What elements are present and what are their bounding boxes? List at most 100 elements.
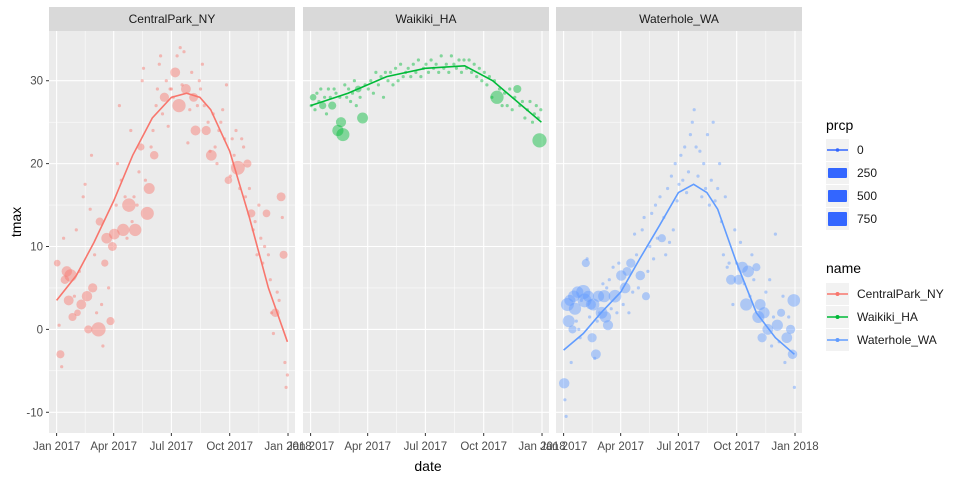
data-point-waikiki-ha <box>332 87 336 91</box>
data-point-waikiki-ha <box>539 108 543 112</box>
data-point-waikiki-ha <box>487 75 491 79</box>
data-point-centralpark-ny <box>76 299 87 310</box>
color-legend-label: Waterhole_WA <box>857 333 937 347</box>
x-tick-label: Oct 2017 <box>460 441 507 453</box>
data-point-waikiki-ha <box>452 62 456 66</box>
data-point-waterhole-wa <box>738 240 743 244</box>
data-point-waterhole-wa <box>587 298 600 311</box>
data-point-waterhole-wa <box>650 211 654 215</box>
data-point-waterhole-wa <box>726 274 736 285</box>
data-point-centralpark-ny <box>243 159 252 168</box>
data-point-waikiki-ha <box>429 58 433 62</box>
data-point-waterhole-wa <box>598 290 611 303</box>
data-point-waterhole-wa <box>685 191 689 195</box>
data-point-waikiki-ha <box>523 116 527 120</box>
data-point-waterhole-wa <box>681 178 685 182</box>
x-tick-label: Apr 2017 <box>344 441 391 453</box>
data-point-centralpark-ny <box>155 87 159 91</box>
data-point-waterhole-wa <box>725 265 729 269</box>
x-tick-label: Jul 2017 <box>657 441 700 453</box>
data-point-centralpark-ny <box>190 70 194 74</box>
data-point-centralpark-ny <box>160 112 165 116</box>
data-point-centralpark-ny <box>122 198 136 212</box>
color-legend-label: CentralPark_NY <box>857 287 944 301</box>
data-point-centralpark-ny <box>159 92 170 102</box>
data-point-waikiki-ha <box>467 58 471 62</box>
legend-key-point-waterhole-wa <box>835 338 840 342</box>
data-point-centralpark-ny <box>230 160 245 175</box>
data-point-waterhole-wa <box>664 253 668 257</box>
data-point-centralpark-ny <box>283 360 287 365</box>
data-point-centralpark-ny <box>269 311 274 315</box>
data-point-centralpark-ny <box>149 145 153 149</box>
data-point-waterhole-wa <box>571 286 584 298</box>
data-point-waterhole-wa <box>599 311 612 323</box>
data-point-waterhole-wa <box>709 178 713 182</box>
data-point-centralpark-ny <box>53 259 61 267</box>
data-point-waterhole-wa <box>642 215 646 220</box>
data-point-centralpark-ny <box>141 66 146 70</box>
data-point-waikiki-ha <box>324 112 329 116</box>
data-point-centralpark-ny <box>279 250 288 259</box>
data-point-waikiki-ha <box>358 95 362 99</box>
data-point-waterhole-wa <box>742 265 754 278</box>
data-point-waterhole-wa <box>771 315 776 319</box>
data-point-waterhole-wa <box>588 315 592 319</box>
legend-key-fill <box>828 190 847 202</box>
data-point-waikiki-ha <box>416 58 420 62</box>
data-point-centralpark-ny <box>154 104 158 108</box>
y-tick-label: 30 <box>30 76 43 88</box>
data-point-waikiki-ha <box>336 128 350 142</box>
data-point-waikiki-ha <box>480 79 484 83</box>
data-point-centralpark-ny <box>130 220 134 224</box>
data-point-centralpark-ny <box>57 323 61 327</box>
data-point-waterhole-wa <box>764 290 768 294</box>
data-point-waterhole-wa <box>657 234 666 243</box>
data-point-waterhole-wa <box>683 145 687 149</box>
data-point-centralpark-ny <box>56 350 65 359</box>
data-point-waikiki-ha <box>386 79 390 83</box>
data-point-waikiki-ha <box>470 70 474 74</box>
data-point-waikiki-ha <box>490 95 494 99</box>
data-point-centralpark-ny <box>164 79 168 83</box>
data-point-waikiki-ha <box>505 104 509 108</box>
x-tick-label: Jul 2017 <box>404 441 447 453</box>
data-point-centralpark-ny <box>205 149 217 161</box>
data-point-waterhole-wa <box>733 228 737 232</box>
data-point-waterhole-wa <box>783 360 787 365</box>
data-point-centralpark-ny <box>63 295 74 306</box>
data-point-waterhole-wa <box>609 307 613 311</box>
data-point-waterhole-wa <box>733 274 744 285</box>
data-point-waikiki-ha <box>328 101 337 110</box>
data-point-waikiki-ha <box>334 91 338 95</box>
data-point-centralpark-ny <box>180 83 184 87</box>
data-point-waikiki-ha <box>508 87 512 91</box>
data-point-waikiki-ha <box>376 83 380 87</box>
data-point-centralpark-ny <box>257 203 261 207</box>
data-point-waikiki-ha <box>391 83 395 87</box>
data-point-centralpark-ny <box>253 220 257 224</box>
data-point-waterhole-wa <box>727 261 731 265</box>
data-point-waterhole-wa <box>698 149 702 153</box>
data-point-centralpark-ny <box>61 266 73 277</box>
data-point-waterhole-wa <box>608 289 622 303</box>
data-point-centralpark-ny <box>132 195 136 199</box>
x-tick-label: Jan 2017 <box>33 441 80 453</box>
data-point-centralpark-ny <box>137 143 145 151</box>
data-point-waterhole-wa <box>771 319 783 331</box>
data-point-waikiki-ha <box>326 87 330 91</box>
data-point-centralpark-ny <box>275 290 279 294</box>
data-point-centralpark-ny <box>230 137 234 141</box>
smooth-line-waterhole-wa <box>563 183 795 355</box>
data-point-centralpark-ny <box>200 62 204 66</box>
data-point-waterhole-wa <box>692 108 696 112</box>
data-point-centralpark-ny <box>125 236 129 240</box>
data-point-waterhole-wa <box>626 258 636 268</box>
data-point-waterhole-wa <box>562 315 575 328</box>
data-point-waterhole-wa <box>563 398 567 402</box>
data-point-centralpark-ny <box>149 151 159 160</box>
data-point-waterhole-wa <box>723 195 727 199</box>
data-point-centralpark-ny <box>201 125 211 136</box>
data-point-waikiki-ha <box>447 70 451 74</box>
data-point-waikiki-ha <box>388 70 393 74</box>
